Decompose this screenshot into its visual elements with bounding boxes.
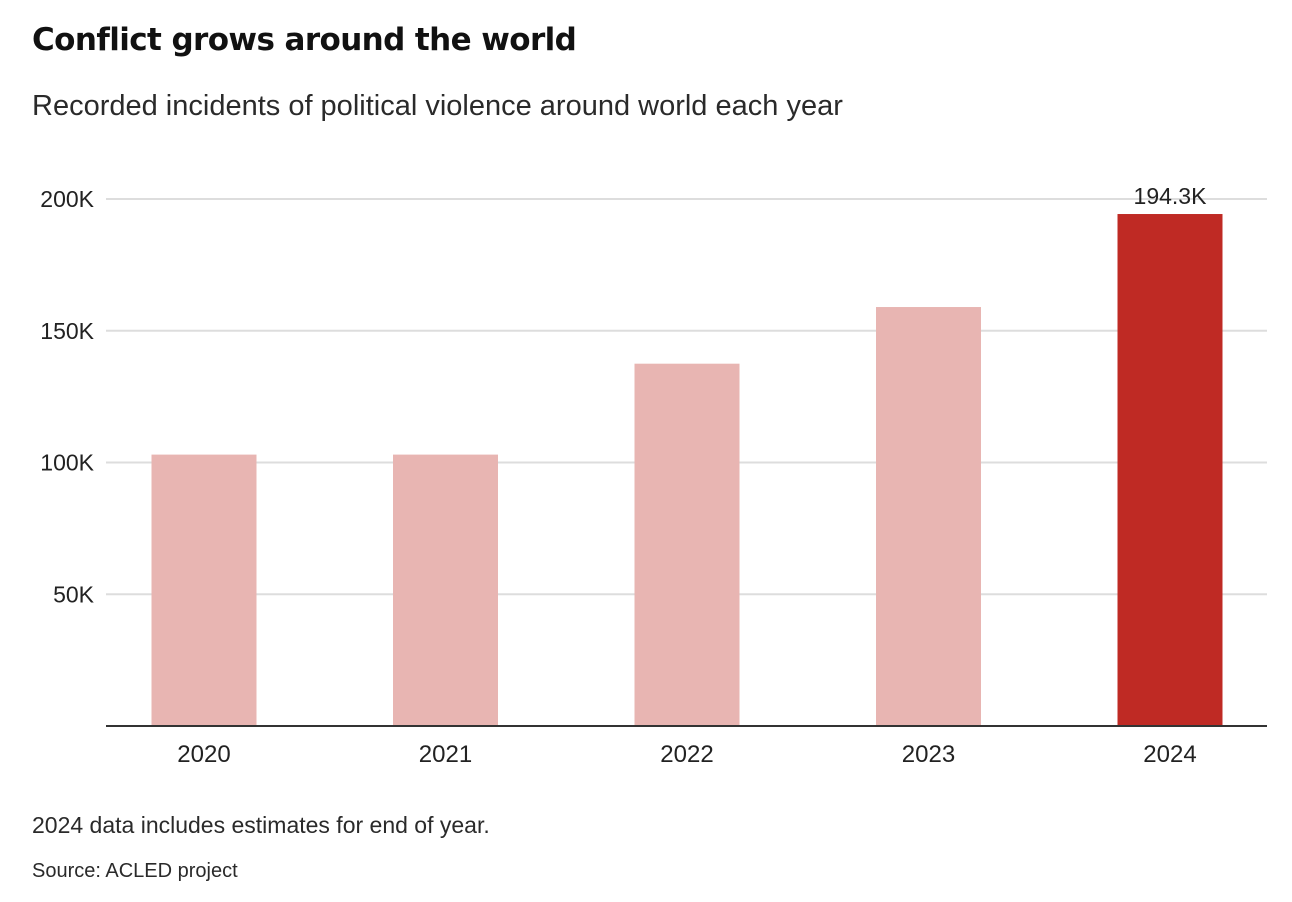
y-tick-label: 100K: [40, 450, 94, 476]
x-tick-label: 2024: [1143, 741, 1196, 768]
bar-2022: [634, 363, 740, 726]
y-tick-label: 50K: [53, 581, 95, 607]
bar-2021: [393, 454, 498, 726]
x-tick-label: 2022: [660, 741, 713, 768]
bar-2024: [1117, 214, 1223, 726]
labels: 50K 100K 150K 200K 2020 2021 2022 2023 2024 194.3…: [40, 183, 1207, 768]
x-tick-label: 2020: [177, 741, 230, 768]
bars: [151, 214, 1223, 726]
data-label: 194.3K: [1134, 183, 1208, 209]
y-tick-label: 200K: [40, 186, 94, 212]
chart-note: 2024 data includes estimates for end of …: [32, 812, 490, 838]
chart-source: Source: ACLED project: [32, 860, 238, 882]
bar-2020: [151, 454, 257, 726]
x-tick-label: 2021: [419, 741, 472, 768]
chart-title: Conflict grows around the world: [32, 22, 577, 58]
chart-subtitle: Recorded incidents of political violence…: [32, 90, 843, 122]
bar-2023: [876, 307, 981, 726]
y-tick-label: 150K: [40, 318, 94, 344]
x-tick-label: 2023: [902, 741, 955, 768]
